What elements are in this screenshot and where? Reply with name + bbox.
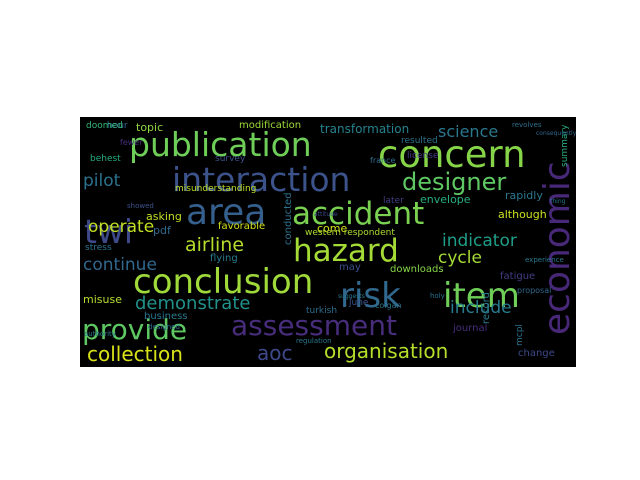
word-favorable: favorable: [218, 221, 266, 232]
word-come: come: [317, 222, 348, 235]
word-colgan: colgan: [375, 301, 402, 310]
word-risk: risk: [340, 276, 401, 316]
word-although: although: [498, 208, 547, 221]
word-experience: experience: [525, 256, 564, 264]
word-twi: twi: [84, 212, 134, 251]
word-hour: hour: [107, 121, 128, 131]
word-science: science: [438, 122, 499, 141]
word-demonstrate: demonstrate: [135, 293, 251, 314]
word-flying: flying: [210, 253, 238, 264]
word-turkish: turkish: [306, 306, 338, 316]
word-june: june: [349, 298, 369, 308]
word-showed: showed: [127, 202, 154, 210]
word-authority: authority: [84, 330, 116, 338]
word-attitude: attitude: [314, 211, 338, 218]
word-may: may: [339, 262, 361, 273]
word-transformation: transformation: [320, 122, 410, 136]
word-continue: continue: [83, 255, 157, 275]
word-revolves: revolves: [512, 121, 542, 129]
word-license: license: [407, 151, 439, 161]
word-collection: collection: [87, 342, 183, 366]
word-business: business: [144, 311, 188, 322]
word-pdf: pdf: [153, 224, 171, 237]
word-organisation: organisation: [324, 339, 449, 363]
word-mcpl: mcpl: [515, 324, 525, 346]
word-consequently: consequently: [536, 130, 576, 137]
word-modification: modification: [239, 120, 302, 131]
word-conducted: conducted: [283, 192, 294, 245]
word-accident: accident: [292, 196, 425, 232]
word-proposal: proposal: [517, 286, 552, 295]
word-publication: publication: [129, 125, 312, 164]
word-operate: operate: [88, 217, 155, 237]
word-concern: concern: [378, 133, 526, 176]
word-stress: stress: [85, 243, 112, 253]
word-include: include: [450, 298, 512, 318]
word-change: change: [518, 348, 555, 359]
word-interaction: interaction: [172, 160, 351, 199]
word-behest: behest: [90, 154, 121, 164]
word-item: item: [443, 276, 520, 316]
word-survey: survey: [215, 154, 246, 164]
word-hazard: hazard: [293, 233, 399, 269]
word-holy: holy: [430, 292, 445, 300]
word-regulation: regulation: [296, 337, 332, 345]
word-resulted: resulted: [401, 136, 438, 146]
word-fewer: fewer: [120, 138, 143, 147]
word-economic: economic: [537, 161, 576, 335]
word-provide: provide: [82, 313, 188, 346]
word-aoc: aoc: [257, 341, 293, 365]
word-cloud: publication concern interaction designer…: [80, 117, 576, 367]
word-indicator: indicator: [442, 231, 517, 251]
word-suggests: suggests: [338, 293, 365, 300]
word-asking: asking: [146, 210, 182, 223]
word-topic: topic: [136, 121, 164, 134]
word-cycle: cycle: [438, 248, 482, 268]
word-misunderstanding: misunderstanding: [175, 184, 257, 194]
word-downloads: downloads: [390, 264, 444, 275]
word-thing: thing: [550, 198, 566, 205]
word-later: later: [383, 196, 404, 206]
word-journal: journal: [453, 323, 488, 334]
word-fatigue: fatigue: [500, 271, 536, 282]
word-misuse: misuse: [83, 293, 122, 306]
word-designed: designed: [148, 323, 180, 331]
word-doomed: doomed: [86, 121, 123, 131]
word-envelope: envelope: [420, 193, 471, 206]
word-area: area: [186, 192, 267, 233]
word-rapidly: rapidly: [505, 189, 543, 202]
word-airline: airline: [185, 234, 245, 256]
word-conclusion: conclusion: [133, 262, 314, 302]
word-assessment: assessment: [231, 309, 397, 342]
word-pilot: pilot: [83, 171, 121, 191]
word-western-respondent: western respondent: [305, 228, 395, 238]
word-france: france: [370, 156, 396, 165]
word-record: record: [481, 292, 492, 324]
word-designer: designer: [402, 168, 507, 196]
